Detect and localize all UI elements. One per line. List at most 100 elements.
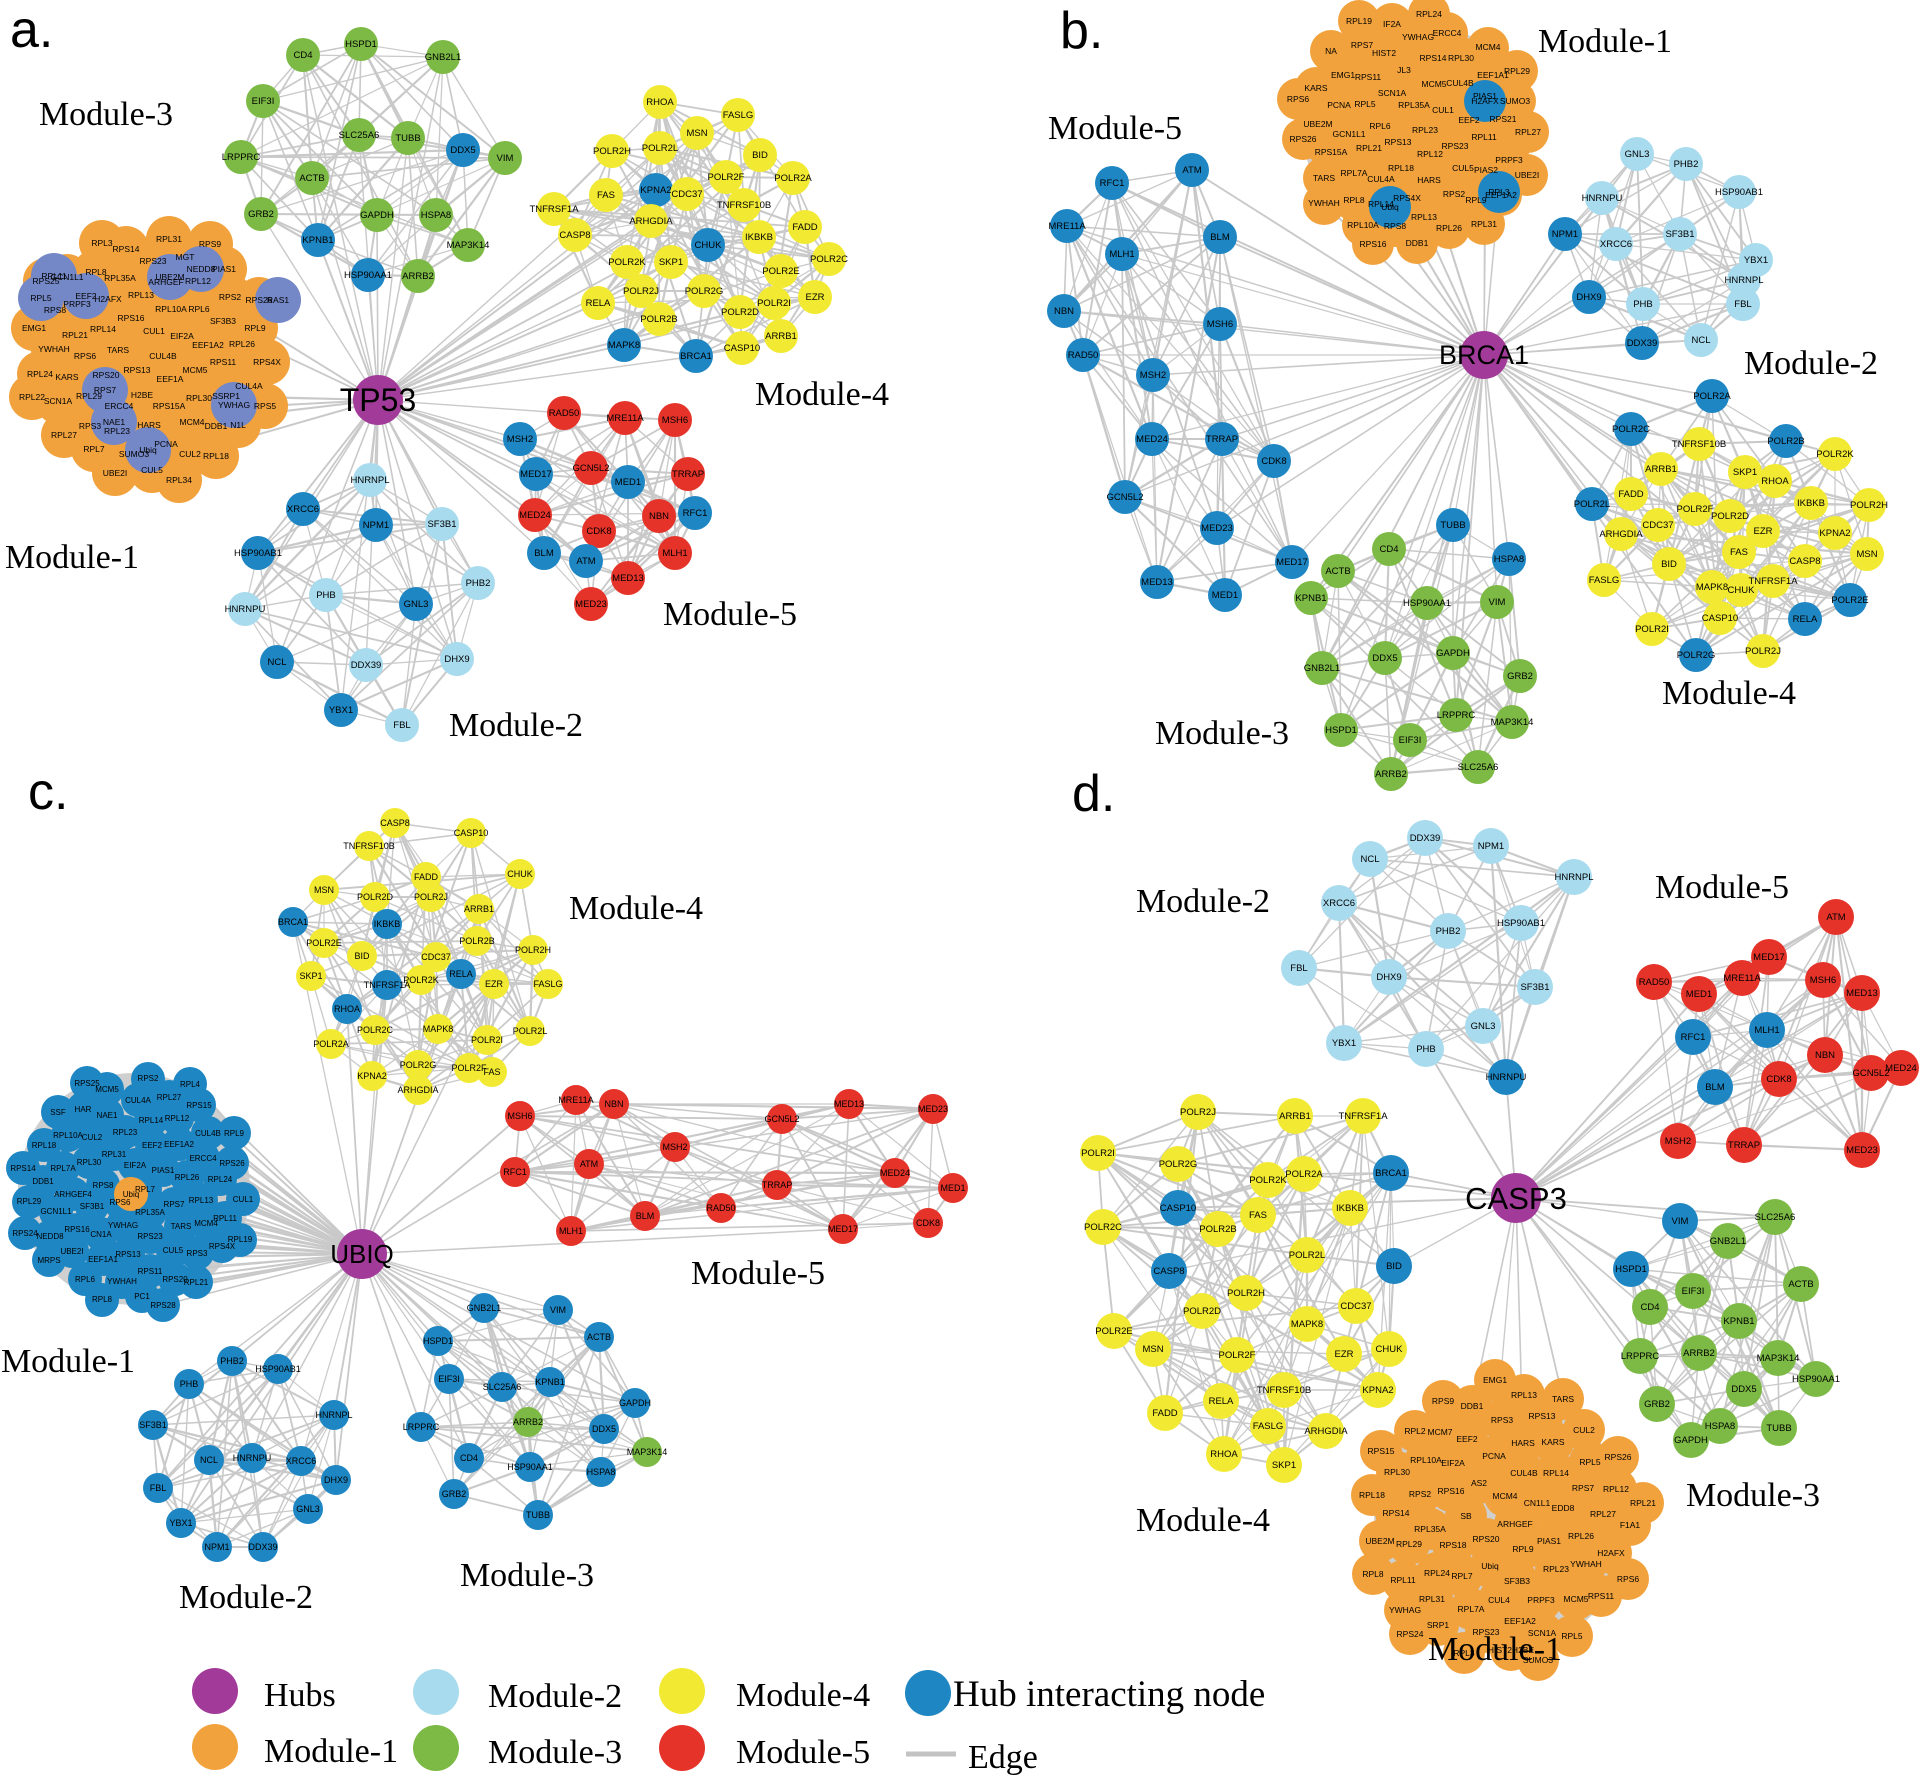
svg-text:RPS7: RPS7	[94, 385, 116, 395]
svg-text:MSH2: MSH2	[1665, 1136, 1691, 1147]
svg-text:FBL: FBL	[150, 1483, 167, 1493]
svg-text:RPS4X: RPS4X	[209, 1242, 236, 1251]
svg-text:RPL6: RPL6	[1369, 121, 1391, 131]
svg-text:TNFRSF10B: TNFRSF10B	[717, 200, 771, 211]
svg-text:H2AFX: H2AFX	[94, 294, 122, 304]
svg-text:YWHAG: YWHAG	[218, 400, 250, 410]
svg-text:UBE2I: UBE2I	[103, 468, 128, 478]
svg-text:EEF1A1: EEF1A1	[1477, 70, 1509, 80]
svg-text:BLM: BLM	[1705, 1082, 1725, 1093]
svg-text:NAE1: NAE1	[97, 1111, 118, 1120]
svg-text:ARHGDIA: ARHGDIA	[629, 216, 673, 227]
svg-text:RFC1: RFC1	[683, 508, 708, 519]
svg-text:MRE11A: MRE11A	[558, 1095, 593, 1105]
svg-text:MED17: MED17	[520, 469, 552, 480]
svg-text:RPL30: RPL30	[77, 1158, 102, 1167]
svg-text:KPNB1: KPNB1	[1295, 593, 1326, 604]
svg-text:BID: BID	[752, 150, 768, 161]
svg-text:MED17: MED17	[1276, 557, 1308, 568]
svg-text:MED23: MED23	[1846, 1145, 1878, 1156]
svg-text:a.: a.	[10, 1, 53, 59]
svg-text:YBX1: YBX1	[1332, 1038, 1356, 1049]
svg-text:HARS: HARS	[137, 420, 161, 430]
svg-text:EDD8: EDD8	[1552, 1503, 1575, 1513]
svg-text:CDK8: CDK8	[916, 1218, 940, 1228]
svg-text:VIM: VIM	[1489, 597, 1506, 608]
svg-text:RAD50: RAD50	[706, 1203, 735, 1213]
svg-text:POLR2H: POLR2H	[1227, 1288, 1265, 1299]
svg-text:RPL7A: RPL7A	[50, 1164, 76, 1173]
svg-text:RPS23: RPS23	[1473, 1627, 1500, 1637]
svg-text:DDX5: DDX5	[1372, 653, 1397, 664]
svg-text:Module-5: Module-5	[736, 1734, 870, 1771]
svg-text:POLR2J: POLR2J	[623, 286, 659, 297]
svg-text:MED13: MED13	[1846, 988, 1878, 999]
svg-text:POLR2E: POLR2E	[762, 266, 800, 277]
svg-text:POLR2B: POLR2B	[1199, 1224, 1237, 1235]
svg-text:RPL8: RPL8	[1343, 195, 1365, 205]
svg-text:EZR: EZR	[485, 979, 504, 989]
svg-text:RPS7: RPS7	[1351, 40, 1373, 50]
svg-text:GCN5L2: GCN5L2	[764, 1114, 799, 1124]
svg-text:PHB2: PHB2	[1436, 926, 1461, 937]
svg-text:RPS18: RPS18	[1440, 1540, 1467, 1550]
svg-text:HSP90AA1: HSP90AA1	[507, 1462, 553, 1472]
svg-text:BLM: BLM	[1210, 232, 1230, 243]
svg-text:DDX39: DDX39	[1410, 833, 1441, 844]
svg-text:RELA: RELA	[449, 969, 473, 979]
svg-text:SKP1: SKP1	[299, 971, 322, 981]
svg-text:TNFRSF10B: TNFRSF10B	[343, 841, 395, 851]
svg-text:POLR2F: POLR2F	[451, 1063, 487, 1073]
svg-text:RPL18: RPL18	[32, 1141, 57, 1150]
svg-text:CUL4B: CUL4B	[1446, 78, 1474, 88]
svg-text:CASP10: CASP10	[1702, 613, 1738, 624]
svg-text:SF3B1: SF3B1	[1520, 982, 1549, 993]
svg-text:CD4: CD4	[293, 50, 312, 61]
svg-text:RPL31: RPL31	[102, 1150, 127, 1159]
svg-text:RPL7: RPL7	[1451, 1571, 1473, 1581]
svg-text:MED24: MED24	[1885, 1063, 1917, 1074]
svg-text:POLR2L: POLR2L	[1574, 499, 1610, 510]
svg-text:DDX39: DDX39	[1627, 338, 1658, 349]
svg-text:CUL1: CUL1	[233, 1195, 254, 1204]
svg-text:UBE2I: UBE2I	[60, 1247, 83, 1256]
svg-text:RPS2: RPS2	[138, 1074, 159, 1083]
svg-text:PRPF3: PRPF3	[1495, 155, 1523, 165]
svg-text:MAPK8: MAPK8	[1696, 582, 1728, 593]
svg-text:VIM: VIM	[1672, 1216, 1689, 1227]
svg-text:EMG1: EMG1	[1483, 1375, 1507, 1385]
svg-text:RPL27: RPL27	[1515, 127, 1541, 137]
svg-text:ARHGDIA: ARHGDIA	[397, 1085, 438, 1095]
svg-text:RPS25: RPS25	[33, 276, 60, 286]
svg-text:RPS11: RPS11	[138, 1267, 163, 1276]
svg-text:HSPD1: HSPD1	[1325, 725, 1357, 736]
svg-text:MCM5: MCM5	[1563, 1594, 1588, 1604]
svg-text:EEF2: EEF2	[142, 1141, 163, 1150]
svg-text:RPL29: RPL29	[1504, 66, 1530, 76]
svg-text:RPL9: RPL9	[1465, 195, 1487, 205]
svg-text:NCL: NCL	[1691, 335, 1710, 346]
svg-text:RPL23: RPL23	[1543, 1564, 1569, 1574]
svg-text:RPS23: RPS23	[1442, 141, 1469, 151]
svg-text:MSN: MSN	[1856, 549, 1877, 560]
svg-text:RPL26: RPL26	[1436, 223, 1462, 233]
svg-text:HNRNPL: HNRNPL	[1554, 872, 1593, 883]
svg-text:EMG1: EMG1	[22, 323, 46, 333]
svg-text:NBN: NBN	[1815, 1050, 1835, 1061]
svg-text:RPS24: RPS24	[1397, 1629, 1424, 1639]
svg-text:TARS: TARS	[107, 345, 129, 355]
svg-text:PCNA: PCNA	[1327, 100, 1351, 110]
svg-text:MSH2: MSH2	[662, 1142, 687, 1152]
svg-text:EZR: EZR	[1335, 1349, 1354, 1360]
svg-text:POLR2G: POLR2G	[400, 1060, 437, 1070]
svg-text:Module-4: Module-4	[569, 890, 703, 927]
svg-text:HNRNPL: HNRNPL	[350, 475, 389, 486]
svg-text:RPL21: RPL21	[1630, 1498, 1656, 1508]
svg-text:RHOA: RHOA	[646, 97, 674, 108]
svg-text:POLR2G: POLR2G	[1677, 650, 1716, 661]
svg-text:MED17: MED17	[828, 1224, 858, 1234]
svg-text:TUBB: TUBB	[526, 1510, 550, 1520]
svg-text:POLR2B: POLR2B	[1767, 436, 1805, 447]
svg-text:RPL26: RPL26	[229, 339, 255, 349]
svg-text:RPL23: RPL23	[104, 426, 130, 436]
